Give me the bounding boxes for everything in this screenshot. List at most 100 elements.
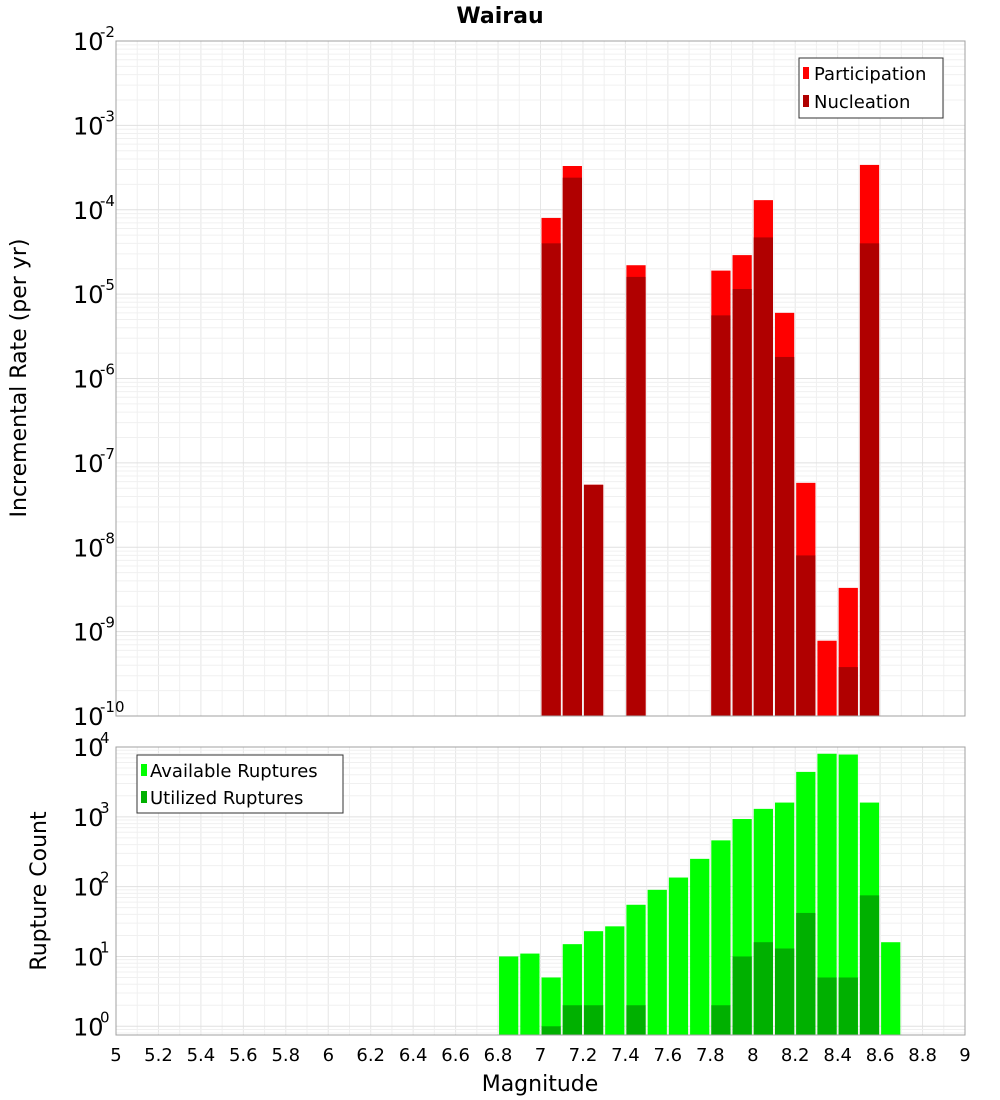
bottom-y-tick-exponent: 2 xyxy=(100,869,110,887)
bottom-bar-available-ruptures xyxy=(520,953,540,1035)
top-y-tick-base: 10 xyxy=(73,281,104,309)
top-bar-nucleation xyxy=(541,243,561,716)
legend-label-participation: Participation xyxy=(814,64,926,85)
bottom-bar-utilized-ruptures xyxy=(711,1005,731,1035)
x-tick-label: 8.8 xyxy=(908,1045,937,1066)
bottom-bar-available-ruptures xyxy=(626,904,646,1035)
top-legend: Participation Nucleation xyxy=(798,57,944,119)
bottom-y-tick-base: 10 xyxy=(73,734,104,762)
top-bar-nucleation xyxy=(774,356,795,716)
top-y-tick-base: 10 xyxy=(73,112,104,140)
x-tick-label: 7 xyxy=(535,1045,546,1066)
x-tick-label: 6.8 xyxy=(484,1045,513,1066)
top-y-tick-exponent: -4 xyxy=(100,192,115,210)
top-y-tick-labels: 10-210-310-410-510-610-710-810-910-10 xyxy=(73,23,125,731)
top-grid xyxy=(115,41,966,717)
bottom-bar-utilized-ruptures xyxy=(626,1005,646,1035)
top-y-tick-exponent: -3 xyxy=(100,107,115,125)
top-plot-frame xyxy=(115,40,966,717)
bottom-bars xyxy=(499,753,901,1035)
top-y-tick-exponent: -5 xyxy=(100,276,115,294)
bottom-y-tick-base: 10 xyxy=(73,944,104,972)
top-bar-nucleation xyxy=(796,555,816,716)
bottom-bar-available-ruptures xyxy=(541,977,561,1035)
top-bar-nucleation xyxy=(711,315,731,716)
legend-label-available-ruptures: Available Ruptures xyxy=(150,761,318,782)
top-bar-nucleation xyxy=(626,276,646,716)
bottom-bar-available-ruptures xyxy=(605,926,625,1035)
top-y-tick-base: 10 xyxy=(73,619,104,647)
legend-swatch-utilized-ruptures xyxy=(141,791,147,803)
bottom-bar-utilized-ruptures xyxy=(541,1026,561,1035)
x-tick-label: 6 xyxy=(323,1045,334,1066)
bottom-bar-utilized-ruptures xyxy=(562,1005,582,1035)
top-bar-nucleation xyxy=(859,243,880,716)
top-y-tick-base: 10 xyxy=(73,534,104,562)
top-y-tick-base: 10 xyxy=(73,703,104,731)
top-y-tick-exponent: -9 xyxy=(100,614,115,632)
x-axis-label: Magnitude xyxy=(482,1072,599,1097)
x-tick-label: 7.8 xyxy=(696,1045,725,1066)
legend-label-utilized-ruptures: Utilized Ruptures xyxy=(150,788,303,809)
bottom-bar-utilized-ruptures xyxy=(774,948,795,1035)
top-y-tick-exponent: -6 xyxy=(100,361,115,379)
bottom-bar-utilized-ruptures xyxy=(817,977,837,1035)
top-y-tick-base: 10 xyxy=(73,197,104,225)
x-tick-label: 8.4 xyxy=(823,1045,852,1066)
bottom-bar-available-ruptures xyxy=(499,956,519,1035)
top-legend-box xyxy=(798,57,944,119)
top-bar-nucleation xyxy=(583,484,604,716)
bottom-legend: Available Ruptures Utilized Ruptures xyxy=(136,754,344,814)
top-bar-participation xyxy=(817,640,837,716)
bottom-bar-utilized-ruptures xyxy=(753,942,773,1035)
bottom-y-tick-base: 10 xyxy=(73,1013,104,1041)
bottom-y-tick-base: 10 xyxy=(73,804,104,832)
top-y-axis-label: Incremental Rate (per yr) xyxy=(7,239,32,518)
top-y-tick-base: 10 xyxy=(73,450,104,478)
bottom-bar-available-ruptures xyxy=(838,754,858,1035)
x-tick-label: 8.6 xyxy=(866,1045,895,1066)
x-tick-labels: 5 5.2 5.4 5.6 5.8 6 6.2 6.4 6.6 6.8 7 7.2 7.4 7.6 7.8 8… xyxy=(110,1045,970,1066)
top-y-tick-base: 10 xyxy=(73,366,104,394)
bottom-y-tick-exponent: 1 xyxy=(100,939,110,957)
bottom-bar-utilized-ruptures xyxy=(859,895,880,1035)
x-tick-label: 7.2 xyxy=(569,1045,598,1066)
top-y-tick-base: 10 xyxy=(73,28,104,56)
legend-label-nucleation: Nucleation xyxy=(814,92,910,113)
participation-nucleation-plot: 10-210-310-410-510-610-710-810-910-10 In… xyxy=(7,23,966,731)
bottom-bar-available-ruptures xyxy=(817,753,837,1035)
bottom-bar-available-ruptures xyxy=(668,877,689,1035)
top-bar-nucleation xyxy=(838,667,858,716)
x-tick-label: 7.4 xyxy=(611,1045,640,1066)
bottom-bar-available-ruptures xyxy=(647,889,667,1035)
bottom-bar-utilized-ruptures xyxy=(583,1005,604,1035)
x-tick-label: 5 xyxy=(110,1045,121,1066)
bottom-y-tick-base: 10 xyxy=(73,874,104,902)
x-tick-label: 8 xyxy=(747,1045,758,1066)
bottom-bar-available-ruptures xyxy=(690,858,710,1035)
legend-swatch-nucleation xyxy=(803,95,809,107)
bottom-y-tick-exponent: 0 xyxy=(100,1008,110,1026)
x-tick-label: 5.6 xyxy=(229,1045,258,1066)
x-tick-label: 5.8 xyxy=(271,1045,300,1066)
bottom-plot-frame xyxy=(115,746,966,1036)
top-y-tick-exponent: -10 xyxy=(100,698,125,716)
top-y-tick-exponent: -2 xyxy=(100,23,115,41)
top-y-tick-exponent: -7 xyxy=(100,445,115,463)
bottom-y-tick-exponent: 3 xyxy=(100,799,110,817)
x-tick-label: 6.2 xyxy=(356,1045,385,1066)
legend-swatch-participation xyxy=(803,67,809,79)
x-tick-label: 9 xyxy=(959,1045,970,1066)
bottom-bar-utilized-ruptures xyxy=(796,912,816,1035)
x-tick-label: 8.2 xyxy=(781,1045,810,1066)
top-y-tick-exponent: -8 xyxy=(100,529,115,547)
chart-title: Wairau xyxy=(456,4,543,29)
x-tick-label: 6.4 xyxy=(399,1045,428,1066)
x-tick-label: 6.6 xyxy=(441,1045,470,1066)
top-bar-nucleation xyxy=(562,177,582,717)
top-bar-nucleation xyxy=(753,237,773,717)
bottom-bar-available-ruptures xyxy=(881,942,901,1035)
